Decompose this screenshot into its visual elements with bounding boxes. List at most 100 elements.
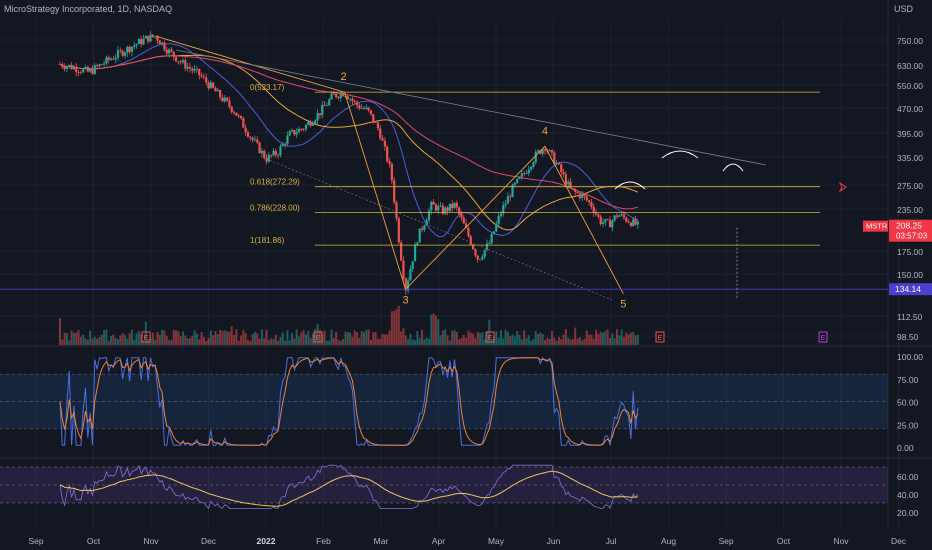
volume-bar (576, 338, 579, 345)
month-tick-label: Aug (661, 536, 676, 546)
candle-body (307, 121, 310, 125)
volume-bar (544, 340, 547, 345)
volume-bar (462, 334, 465, 345)
earnings-marker-box (313, 331, 323, 343)
pattern-arc (614, 181, 646, 190)
volume-bar (144, 321, 147, 345)
volume-bar (476, 331, 479, 345)
candle-body (179, 61, 182, 63)
candle-body (335, 93, 338, 98)
month-tick-label: Apr (432, 536, 445, 546)
candle-body (407, 280, 410, 291)
candle-body (58, 64, 62, 65)
volume-bar (70, 330, 73, 345)
candle-body (251, 137, 254, 140)
candle-body (488, 243, 491, 245)
volume-bar (585, 330, 588, 345)
volume-bar (302, 330, 305, 345)
candle-body (578, 193, 581, 198)
volume-bar (439, 335, 442, 345)
volume-bar (504, 329, 507, 345)
volume-bar (177, 331, 180, 345)
candle-body (237, 115, 240, 117)
volume-bar (560, 339, 563, 345)
volume-bar (425, 337, 428, 345)
candle-body (191, 68, 194, 71)
candle-body (84, 66, 87, 69)
candle-body (109, 58, 113, 60)
candle-body (365, 107, 368, 109)
volume-bar (246, 340, 249, 345)
candle-body (625, 217, 628, 222)
earnings-marker-label: E (657, 333, 662, 342)
candle-body (367, 107, 370, 111)
volume-bar (562, 334, 565, 345)
candle-body (130, 46, 134, 52)
volume-bar (228, 331, 231, 345)
candle-body (149, 34, 152, 42)
candle-body (434, 204, 438, 211)
candle-body (100, 64, 103, 66)
candle-body (202, 76, 205, 78)
volume-bar (460, 338, 463, 345)
candle-body (360, 107, 363, 109)
volume-bar (421, 329, 424, 345)
drawing-annotations: 0(523.17) 0.618(272.29) 0.786(228.00) 1(181… (0, 35, 932, 343)
candle-body (571, 188, 574, 190)
volume-bar (72, 332, 75, 345)
candle-body (165, 49, 168, 54)
volume-bar (506, 331, 509, 345)
candle-body (256, 139, 259, 143)
month-tick-label: Sep (718, 536, 733, 546)
volume-bar (304, 334, 307, 345)
volume-bar (546, 337, 549, 345)
volume-bar (128, 333, 131, 345)
volume-bar (277, 340, 280, 345)
candle-body (569, 181, 572, 189)
volume-bar (161, 329, 164, 345)
candle-body (332, 93, 335, 95)
candle-body (536, 150, 540, 152)
candle-body (632, 219, 635, 227)
candle-body (63, 66, 66, 69)
earnings-marker-box (818, 331, 828, 343)
volume-bar (100, 334, 103, 345)
candle-body (402, 260, 405, 279)
rsi-panel (0, 464, 888, 510)
volume-bar (121, 333, 124, 345)
candle-body (397, 218, 400, 243)
candle-body (219, 90, 222, 98)
candle-body (242, 118, 245, 128)
volume-bar (344, 331, 347, 345)
volume-bar (209, 330, 212, 345)
candle-body (137, 39, 141, 45)
candle-body (411, 261, 414, 270)
volume-bars (59, 305, 639, 345)
volume-bar (481, 332, 484, 345)
volume-bar (534, 331, 537, 345)
candle-body (91, 69, 94, 74)
candle-body (539, 150, 542, 154)
candle-body (65, 66, 69, 69)
volume-bar (84, 338, 87, 345)
candle-body (330, 93, 333, 100)
candle-body (604, 219, 607, 223)
rsi-ma-line (59, 470, 638, 507)
candle-body (253, 139, 257, 141)
volume-bar (532, 338, 535, 345)
candle-body (293, 130, 296, 135)
volume-bar (172, 329, 175, 345)
volume-bar (427, 338, 430, 345)
month-tick-label: Nov (143, 536, 159, 546)
volume-bar (499, 330, 502, 345)
earnings-marker-box (485, 331, 495, 343)
candle-body (325, 105, 328, 106)
elliott-wave-label: 2 (341, 71, 347, 83)
stochastic-panel (0, 356, 888, 447)
candle-body (557, 162, 561, 165)
candle-body (195, 68, 199, 70)
candle-body (161, 42, 164, 45)
volume-bar (441, 330, 444, 345)
candle-body (458, 207, 461, 215)
volume-bar (636, 334, 639, 345)
